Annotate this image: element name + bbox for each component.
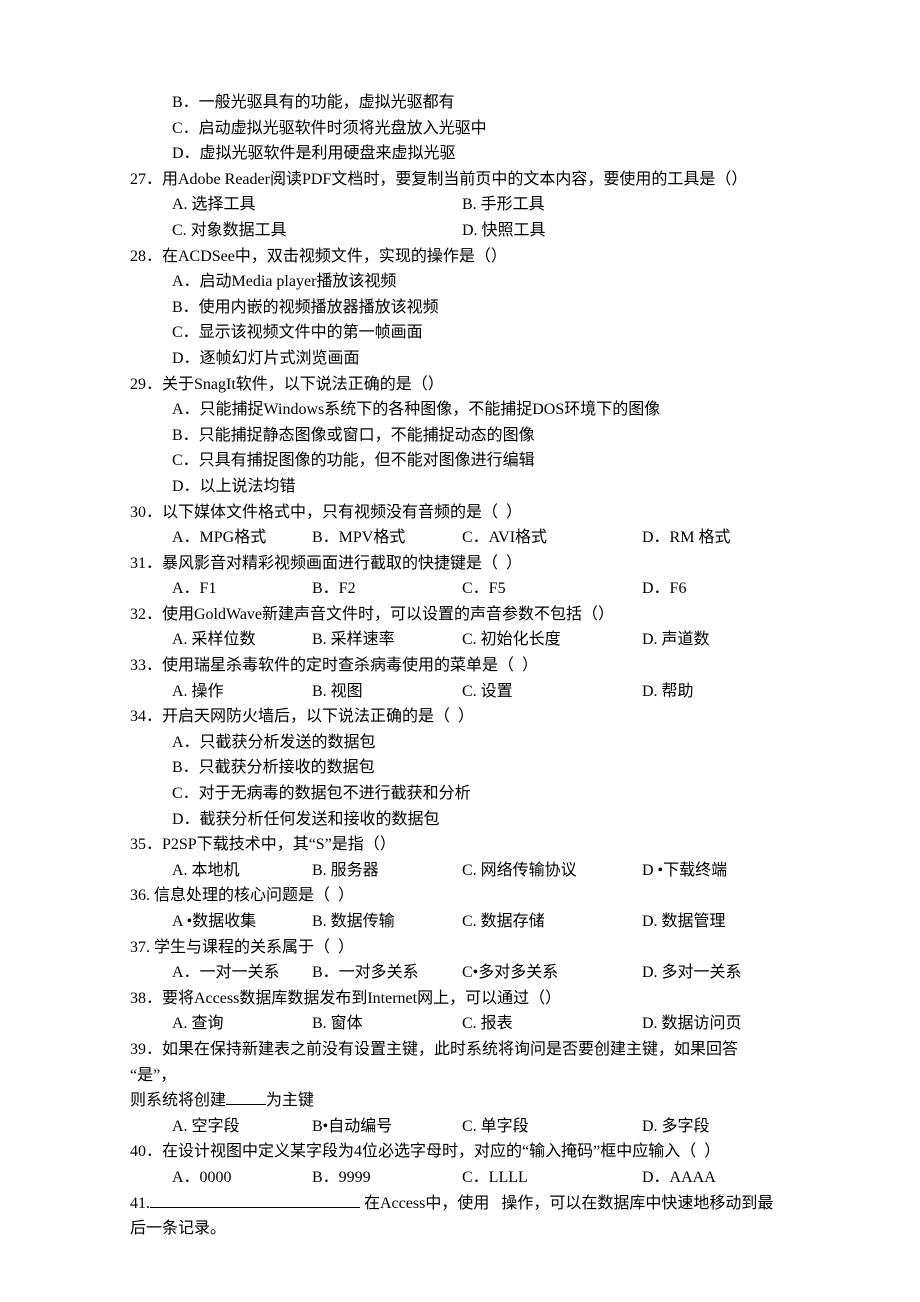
question-stem: 30．以下媒体文件格式中，只有视频没有音频的是（ ） [130, 500, 820, 526]
question-stem: 33．使用瑞星杀毒软件的定时查杀病毒使用的菜单是（ ） [130, 653, 820, 679]
option-line: A．只截获分析发送的数据包 [130, 730, 820, 756]
option-c: C. 设置 [462, 679, 642, 705]
option-c: C. 单字段 [462, 1114, 642, 1140]
option-a: A．F1 [172, 576, 312, 602]
option-line: C．对于无病毒的数据包不进行截获和分析 [130, 781, 820, 807]
option-a: A．一对一关系 [172, 960, 312, 986]
option-line: A．启动Media player播放该视频 [130, 269, 820, 295]
option-c: C. 报表 [462, 1011, 642, 1037]
option-b: B. 采样速率 [312, 627, 462, 653]
option-a: A. 操作 [172, 679, 312, 705]
option-b: B. 数据传输 [312, 909, 462, 935]
option-c: C. 网络传输协议 [462, 858, 642, 884]
option-row: A．F1B．F2C．F5D．F6 [130, 576, 820, 602]
question-stem: 29．关于SnagIt软件，以下说法正确的是（） [130, 372, 820, 398]
question-continuation: “是”， [130, 1063, 820, 1089]
option-b: B. 手形工具 [462, 192, 545, 218]
option-a: A •数据收集 [172, 909, 312, 935]
question-stem: 39．如果在保持新建表之前没有设置主键，此时系统将询问是否要创建主键，如果回答 [130, 1037, 820, 1063]
option-row: A •数据收集B. 数据传输C. 数据存储D. 数据管理 [130, 909, 820, 935]
option-a: A．MPG格式 [172, 525, 312, 551]
option-b: B．一对多关系 [312, 960, 462, 986]
question-stem: 27．用Adobe Reader阅读PDF文档时，要复制当前页中的文本内容，要使… [130, 167, 820, 193]
option-line: D．以上说法均错 [130, 474, 820, 500]
option-line: D．逐帧幻灯片式浏览画面 [130, 346, 820, 372]
option-d: D •下载终端 [642, 858, 792, 884]
option-b: D. 快照工具 [462, 218, 546, 244]
option-d: D. 多字段 [642, 1114, 792, 1140]
option-a: A. 空字段 [172, 1114, 312, 1140]
option-d: D．F6 [642, 576, 792, 602]
question-stem: 31．暴风影音对精彩视频画面进行截取的快捷键是（ ） [130, 551, 820, 577]
option-b: B•自动编号 [312, 1114, 462, 1140]
question-stem: 38．要将Access数据库数据发布到Internet网上，可以通过（） [130, 986, 820, 1012]
option-c: C．F5 [462, 576, 642, 602]
fill-blank-line: 则系统将创建为主键 [130, 1088, 820, 1114]
fill-blank-line: 41. 在Access中，使用 操作，可以在数据库中快速地移动到最 [130, 1191, 820, 1217]
option-b: B. 服务器 [312, 858, 462, 884]
option-b: B．F2 [312, 576, 462, 602]
option-c: C．LLLL [462, 1165, 642, 1191]
question-stem: 32．使用GoldWave新建声音文件时，可以设置的声音参数不包括（） [130, 602, 820, 628]
option-row: A. 查询B. 窗体C. 报表D. 数据访问页 [130, 1011, 820, 1037]
option-line: C．显示该视频文件中的第一帧画面 [130, 320, 820, 346]
option-row: A．一对一关系B．一对多关系C•多对多关系D. 多对一关系 [130, 960, 820, 986]
option-d: D. 数据管理 [642, 909, 792, 935]
question-stem: 34．开启天网防火墙后，以下说法正确的是（ ） [130, 704, 820, 730]
option-row: A．0000B．9999C．LLLLD．AAAA [130, 1165, 820, 1191]
option-d: D. 声道数 [642, 627, 792, 653]
option-c: C•多对多关系 [462, 960, 642, 986]
option-a: A. 采样位数 [172, 627, 312, 653]
option-b: B．9999 [312, 1165, 462, 1191]
option-a: C. 对象数据工具 [172, 218, 462, 244]
option-a: A. 本地机 [172, 858, 312, 884]
question-stem: 40．在设计视图中定义某字段为4位必选字母时，对应的“输入掩码”框中应输入（ ） [130, 1139, 820, 1165]
question-stem: 37. 学生与课程的关系属于（ ） [130, 935, 820, 961]
blank-underline [226, 1088, 266, 1105]
option-a: A. 查询 [172, 1011, 312, 1037]
option-row: A. 采样位数B. 采样速率C. 初始化长度D. 声道数 [130, 627, 820, 653]
option-row: C. 对象数据工具D. 快照工具 [130, 218, 820, 244]
option-d: D．RM 格式 [642, 525, 792, 551]
option-line: A．只能捕捉Windows系统下的各种图像，不能捕捉DOS环境下的图像 [130, 397, 820, 423]
option-line: C．启动虚拟光驱软件时须将光盘放入光驱中 [130, 116, 820, 142]
option-c: C．AVI格式 [462, 525, 642, 551]
option-row: A. 操作B. 视图C. 设置D. 帮助 [130, 679, 820, 705]
option-a: A. 选择工具 [172, 192, 462, 218]
option-row: A. 空字段B•自动编号C. 单字段D. 多字段 [130, 1114, 820, 1140]
option-row: A. 选择工具B. 手形工具 [130, 192, 820, 218]
question-continuation: 后一条记录。 [130, 1216, 820, 1242]
option-line: D．虚拟光驱软件是利用硬盘来虚拟光驱 [130, 141, 820, 167]
option-a: A．0000 [172, 1165, 312, 1191]
option-b: B．MPV格式 [312, 525, 462, 551]
option-b: B. 窗体 [312, 1011, 462, 1037]
question-stem: 35．P2SP下载技术中，其“S”是指（） [130, 832, 820, 858]
option-b: B. 视图 [312, 679, 462, 705]
option-d: D. 数据访问页 [642, 1011, 792, 1037]
option-c: C. 初始化长度 [462, 627, 642, 653]
option-d: D．AAAA [642, 1165, 792, 1191]
option-c: C. 数据存储 [462, 909, 642, 935]
question-stem: 28．在ACDSee中，双击视频文件，实现的操作是（） [130, 244, 820, 270]
option-row: A．MPG格式B．MPV格式C．AVI格式D．RM 格式 [130, 525, 820, 551]
option-line: B．使用内嵌的视频播放器播放该视频 [130, 295, 820, 321]
option-line: B．只截获分析接收的数据包 [130, 755, 820, 781]
blank-underline [150, 1191, 360, 1208]
option-d: D. 多对一关系 [642, 960, 792, 986]
option-line: B．一般光驱具有的功能，虚拟光驱都有 [130, 90, 820, 116]
option-row: A. 本地机B. 服务器C. 网络传输协议D •下载终端 [130, 858, 820, 884]
question-stem: 36. 信息处理的核心问题是（ ） [130, 883, 820, 909]
option-d: D. 帮助 [642, 679, 792, 705]
option-line: B．只能捕捉静态图像或窗口，不能捕捉动态的图像 [130, 423, 820, 449]
option-line: D．截获分析任何发送和接收的数据包 [130, 807, 820, 833]
option-line: C．只具有捕捉图像的功能，但不能对图像进行编辑 [130, 448, 820, 474]
